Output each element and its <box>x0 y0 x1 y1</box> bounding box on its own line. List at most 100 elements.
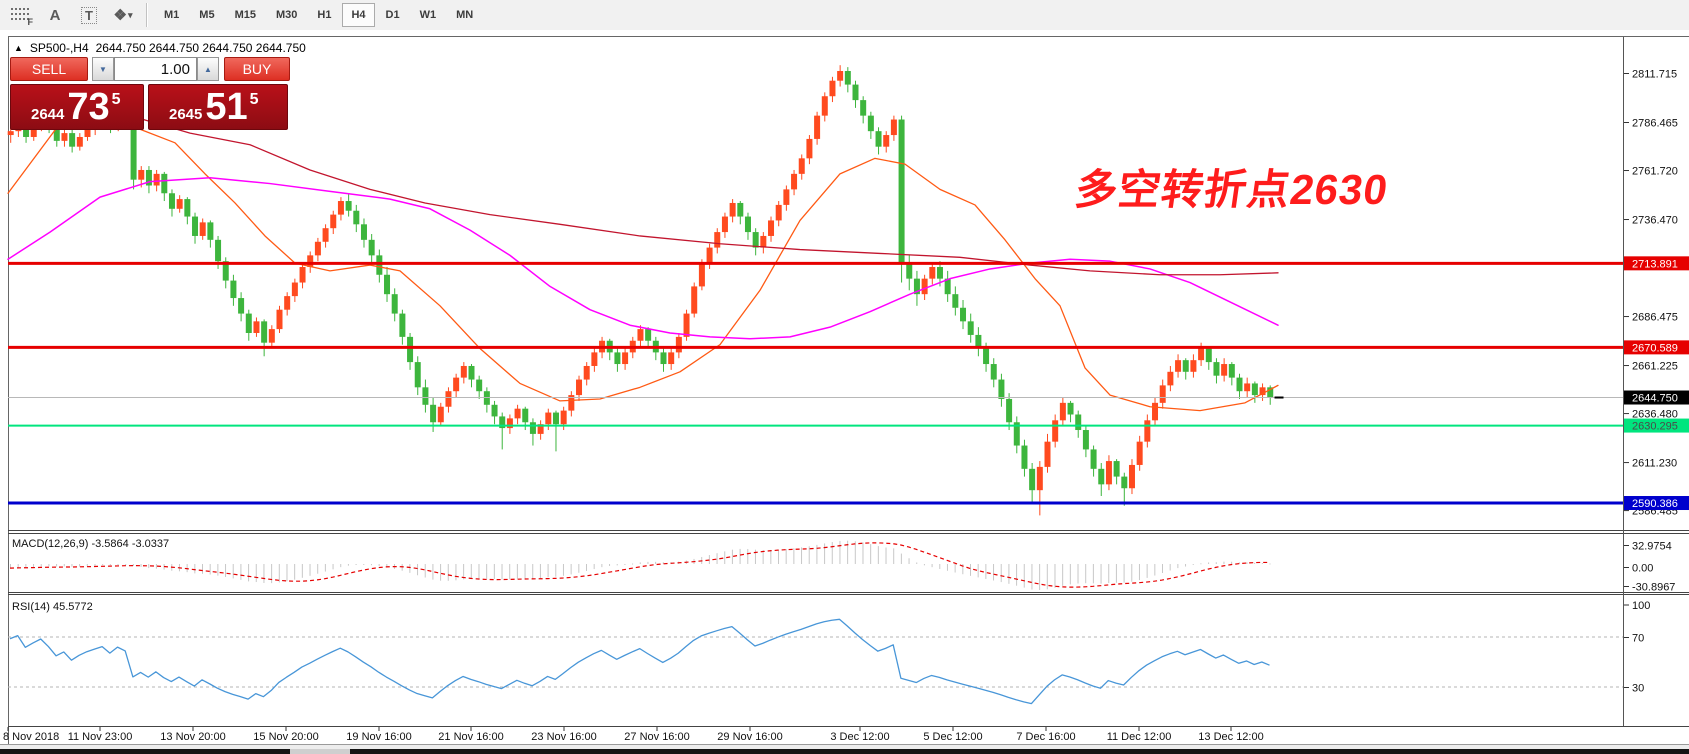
candle-down <box>230 280 237 299</box>
sell-quote-box[interactable]: 2644 73 5 <box>10 84 144 130</box>
candle-up <box>668 352 675 365</box>
macd-histogram-bar <box>56 564 58 567</box>
macd-histogram-bar <box>363 564 365 565</box>
price-line-label-box <box>1624 340 1689 355</box>
candle-up <box>299 267 306 283</box>
tab-timeframe-m5[interactable]: M5 <box>199 9 215 21</box>
candle-down <box>1113 461 1120 477</box>
macd-histogram-bar <box>954 564 956 573</box>
macd-histogram-bar <box>900 553 902 564</box>
symbol-collapse-icon[interactable]: ▲ <box>14 43 23 53</box>
candle-down <box>1075 414 1082 431</box>
buy-quote-box[interactable]: 2645 51 5 <box>148 84 288 130</box>
volume-input[interactable] <box>114 57 197 81</box>
window-frame-bottom <box>0 744 1689 751</box>
macd-histogram-bar <box>278 564 280 583</box>
candle-up <box>768 220 775 236</box>
macd-axis-label: 0.00 <box>1632 563 1653 575</box>
macd-axis-label: 32.9754 <box>1632 541 1672 553</box>
macd-histogram-bar <box>186 564 188 573</box>
tab-timeframe-m1[interactable]: M1 <box>164 9 180 21</box>
candle-up <box>637 329 644 341</box>
candle-down <box>1006 398 1013 423</box>
tab-timeframe-mn[interactable]: MN <box>456 9 474 21</box>
macd-histogram-bar <box>923 564 925 566</box>
ma-long-crimson[interactable] <box>69 97 1279 276</box>
toolbar: F A T ❖ ▾ M1 M5 M15 M30 H1 H4 D1 W1 MN <box>0 0 1689 31</box>
macd-histogram-bar <box>347 564 349 566</box>
macd-histogram-bar <box>578 564 580 573</box>
text-label-icon[interactable]: A <box>42 4 68 26</box>
candle-up <box>314 241 321 256</box>
candle-down <box>614 352 621 365</box>
ma-fast-orange[interactable] <box>7 118 1279 412</box>
macd-histogram-bar <box>877 546 879 564</box>
tab-timeframe-h1[interactable]: H1 <box>317 9 332 21</box>
candle-up <box>729 202 736 217</box>
candle-up <box>1175 360 1182 372</box>
macd-histogram-bar <box>1077 564 1079 584</box>
candle-down <box>906 263 913 279</box>
sell-button[interactable]: SELL <box>10 57 88 81</box>
price-line-label-box <box>1624 256 1689 271</box>
macd-histogram-bar <box>854 541 856 564</box>
macd-histogram-bar <box>370 564 372 566</box>
tab-timeframe-m15[interactable]: M15 <box>234 9 256 21</box>
timeframe-bar: M1 M5 M15 M30 H1 H4 D1 W1 MN <box>154 3 483 27</box>
macd-histogram-bar <box>1131 564 1133 582</box>
candle-down <box>998 379 1005 399</box>
candle-down <box>161 173 168 194</box>
indicator-window-icon[interactable]: F <box>8 4 34 27</box>
candle-up <box>284 296 291 310</box>
macd-histogram-bar <box>1223 561 1225 564</box>
macd-histogram-bar <box>731 549 733 564</box>
candle-up <box>1044 441 1051 467</box>
macd-histogram-bar <box>547 564 549 578</box>
time-label: 27 Nov 16:00 <box>624 731 689 743</box>
macd-histogram-bar <box>386 564 388 568</box>
macd-histogram-bar <box>1046 564 1048 590</box>
macd-histogram-bar <box>708 555 710 564</box>
candle-down <box>752 232 759 248</box>
tab-timeframe-d1[interactable]: D1 <box>385 9 400 21</box>
candle-up <box>153 173 160 186</box>
candle-down <box>353 210 360 225</box>
macd-histogram-bar <box>1238 562 1240 564</box>
tab-timeframe-m30[interactable]: M30 <box>275 9 298 21</box>
macd-histogram-bar <box>908 558 910 564</box>
macd-histogram-bar <box>716 553 718 564</box>
text-box-icon[interactable]: T <box>76 4 102 26</box>
candle-down <box>261 321 268 343</box>
macd-histogram-bar <box>662 562 664 564</box>
macd-histogram-bar <box>1000 564 1002 583</box>
macd-histogram-bar <box>102 564 104 566</box>
macd-histogram-bar <box>1200 563 1202 565</box>
macd-histogram-bar <box>340 564 342 568</box>
price-tick-label: 2611.230 <box>1632 458 1677 470</box>
macd-histogram-bar <box>816 544 818 564</box>
macd-histogram-bar <box>1023 564 1025 588</box>
ma-mid-magenta[interactable] <box>7 176 1279 340</box>
buy-button[interactable]: BUY <box>224 57 290 81</box>
candle-up <box>791 173 798 190</box>
candle-down <box>168 193 175 209</box>
macd-histogram-bar <box>79 564 81 567</box>
volume-decrement-button[interactable]: ▼ <box>92 57 114 81</box>
time-label: 19 Nov 16:00 <box>346 731 411 743</box>
time-label: 7 Dec 16:00 <box>1016 731 1075 743</box>
candle-up <box>337 201 344 215</box>
volume-increment-button[interactable]: ▲ <box>197 57 219 81</box>
shapes-dropdown-icon[interactable]: ❖ ▾ <box>110 4 136 26</box>
macd-histogram-bar <box>632 563 634 565</box>
candle-down <box>983 348 990 365</box>
macd-histogram-bar <box>1231 561 1233 564</box>
tab-timeframe-h4[interactable]: H4 <box>342 3 375 27</box>
tab-timeframe-w1[interactable]: W1 <box>419 9 437 21</box>
macd-histogram-bar <box>10 564 11 569</box>
candle-down <box>1236 377 1243 392</box>
candle-down <box>1067 402 1074 415</box>
candle-down <box>1013 422 1020 446</box>
macd-histogram-bar <box>1100 564 1102 584</box>
